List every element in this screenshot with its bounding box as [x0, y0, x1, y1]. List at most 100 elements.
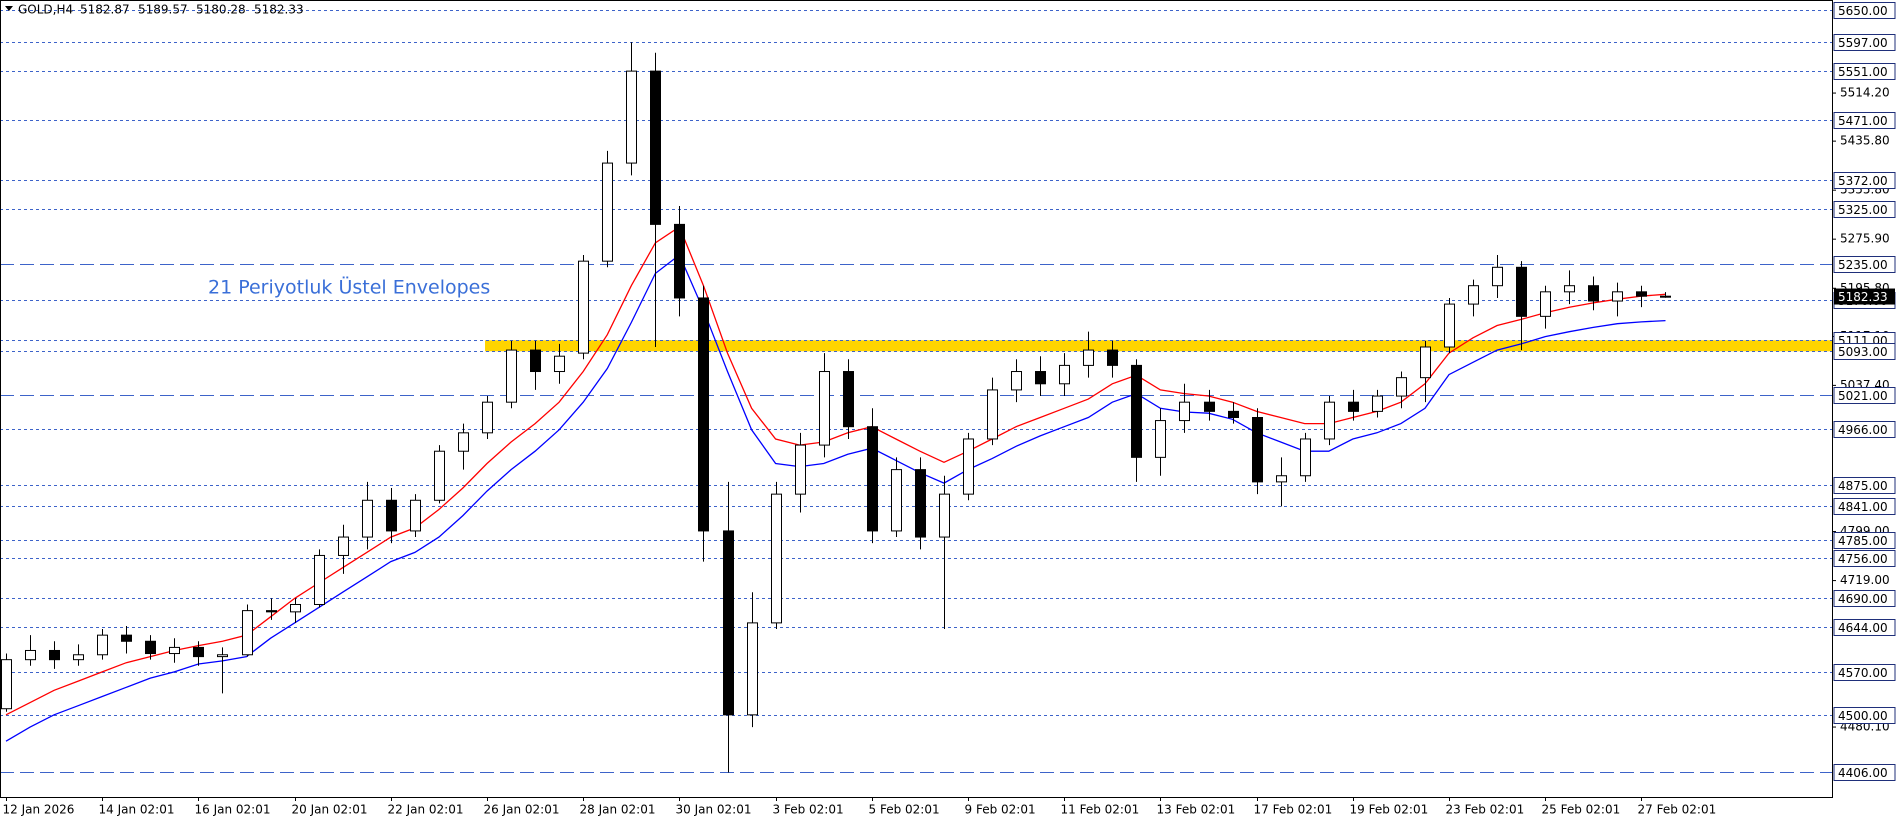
candle-body	[867, 426, 878, 532]
level-label-box	[1833, 63, 1896, 80]
level-label-box	[1833, 421, 1896, 438]
candle-body	[410, 499, 421, 532]
level-label: 4690.00	[1838, 592, 1888, 606]
level-label: 5093.00	[1838, 345, 1888, 359]
candle-body	[266, 610, 277, 613]
menu-icon[interactable]	[5, 6, 13, 11]
support-zone	[485, 340, 1832, 352]
candle-body	[434, 450, 445, 501]
level-label: 4644.00	[1838, 621, 1888, 635]
x-tick-label: 5 Feb 02:01	[869, 803, 940, 817]
line-layer	[5, 225, 1666, 742]
candle-body	[73, 654, 84, 661]
plot-frame	[0, 0, 1833, 798]
last-price-box	[1834, 288, 1895, 305]
annotation: 21 Periyotluk Üstel Envelopes	[208, 276, 490, 299]
level-label: 4966.00	[1838, 423, 1888, 437]
x-tick-label: 16 Jan 02:01	[195, 803, 271, 817]
candle-body	[578, 260, 589, 354]
level-label: 5551.00	[1838, 65, 1888, 79]
level-label-box	[1833, 112, 1896, 129]
candle-body	[1, 659, 12, 710]
candle-body	[1204, 401, 1215, 412]
candle-body	[1660, 295, 1671, 298]
last-price-label: 5182.33	[1838, 290, 1888, 304]
x-tick-label: 9 Feb 02:01	[965, 803, 1036, 817]
level-label-box	[1833, 34, 1896, 51]
candle-body	[530, 349, 541, 373]
candle-body	[674, 223, 685, 299]
envelope-line	[5, 225, 1666, 716]
level-label: 5372.00	[1838, 174, 1888, 188]
candle-body	[602, 162, 613, 262]
level-label-box	[1833, 256, 1896, 273]
candle-body	[1252, 417, 1263, 483]
level-label: 5471.00	[1838, 114, 1888, 128]
level-label: 4406.00	[1838, 766, 1888, 780]
candle-body	[362, 499, 373, 538]
level-label-box	[1833, 619, 1896, 636]
candle-body	[386, 499, 397, 532]
candle-body	[1492, 266, 1503, 287]
level-label-box	[1833, 590, 1896, 607]
candle-body	[1228, 410, 1239, 419]
x-tick-label: 20 Jan 02:01	[292, 803, 368, 817]
level-label-box	[1833, 477, 1896, 494]
candle-body	[482, 401, 493, 434]
level-label: 5235.00	[1838, 258, 1888, 272]
candle-body	[242, 610, 253, 656]
candle-layer	[1, 42, 1671, 773]
level-label: 5325.00	[1838, 203, 1888, 217]
candle-body	[1372, 395, 1383, 412]
zone-layer	[485, 340, 1832, 352]
y-tick-label: 5435.80	[1840, 134, 1890, 148]
symbol-title: GOLD,H4	[18, 3, 73, 17]
candle-body	[963, 438, 974, 495]
quote-close: 5182.33	[254, 3, 304, 17]
candle-body	[1131, 364, 1142, 458]
candle-body	[1468, 285, 1479, 305]
envelope-line	[5, 253, 1666, 742]
level-label-box	[1833, 764, 1896, 781]
candle-body	[1035, 371, 1046, 385]
level-layer	[0, 10, 1832, 773]
candle-body	[1107, 349, 1118, 366]
candle-body	[698, 297, 709, 532]
y-tick-label: 4719.00	[1840, 573, 1890, 587]
x-tick-label: 11 Feb 02:01	[1061, 803, 1140, 817]
candle-body	[650, 70, 661, 225]
x-tick-label: 28 Jan 02:01	[580, 803, 656, 817]
candle-body	[458, 432, 469, 452]
candle-body	[1396, 377, 1407, 397]
x-tick-label: 23 Feb 02:01	[1446, 803, 1525, 817]
candle-body	[1444, 303, 1455, 348]
candle-body	[771, 493, 782, 624]
level-label: 5021.00	[1838, 389, 1888, 403]
candle-body	[25, 649, 36, 661]
candle-body	[554, 355, 565, 373]
candle-body	[843, 371, 854, 428]
x-tick-label: 12 Jan 2026	[3, 803, 75, 817]
candle-body	[1612, 291, 1623, 302]
candle-body	[217, 654, 228, 658]
candle-body	[1059, 364, 1070, 385]
level-label-box	[1833, 172, 1896, 189]
x-tick-label: 13 Feb 02:01	[1157, 803, 1236, 817]
candle-body	[1588, 285, 1599, 302]
x-tick-label: 25 Feb 02:01	[1542, 803, 1621, 817]
candle-body	[97, 634, 108, 656]
candle-body	[1564, 285, 1575, 293]
x-tick-label: 14 Jan 02:01	[99, 803, 175, 817]
level-label: 5597.00	[1838, 36, 1888, 50]
level-label: 4570.00	[1838, 666, 1888, 680]
candle-body	[747, 622, 758, 716]
candle-body	[1276, 475, 1287, 483]
level-label: 4875.00	[1838, 479, 1888, 493]
y-tick-label: 5514.20	[1840, 86, 1890, 100]
candle-body	[1155, 420, 1166, 458]
candle-body	[1179, 401, 1190, 422]
candle-body	[1300, 438, 1311, 477]
x-tick-label: 19 Feb 02:01	[1350, 803, 1429, 817]
